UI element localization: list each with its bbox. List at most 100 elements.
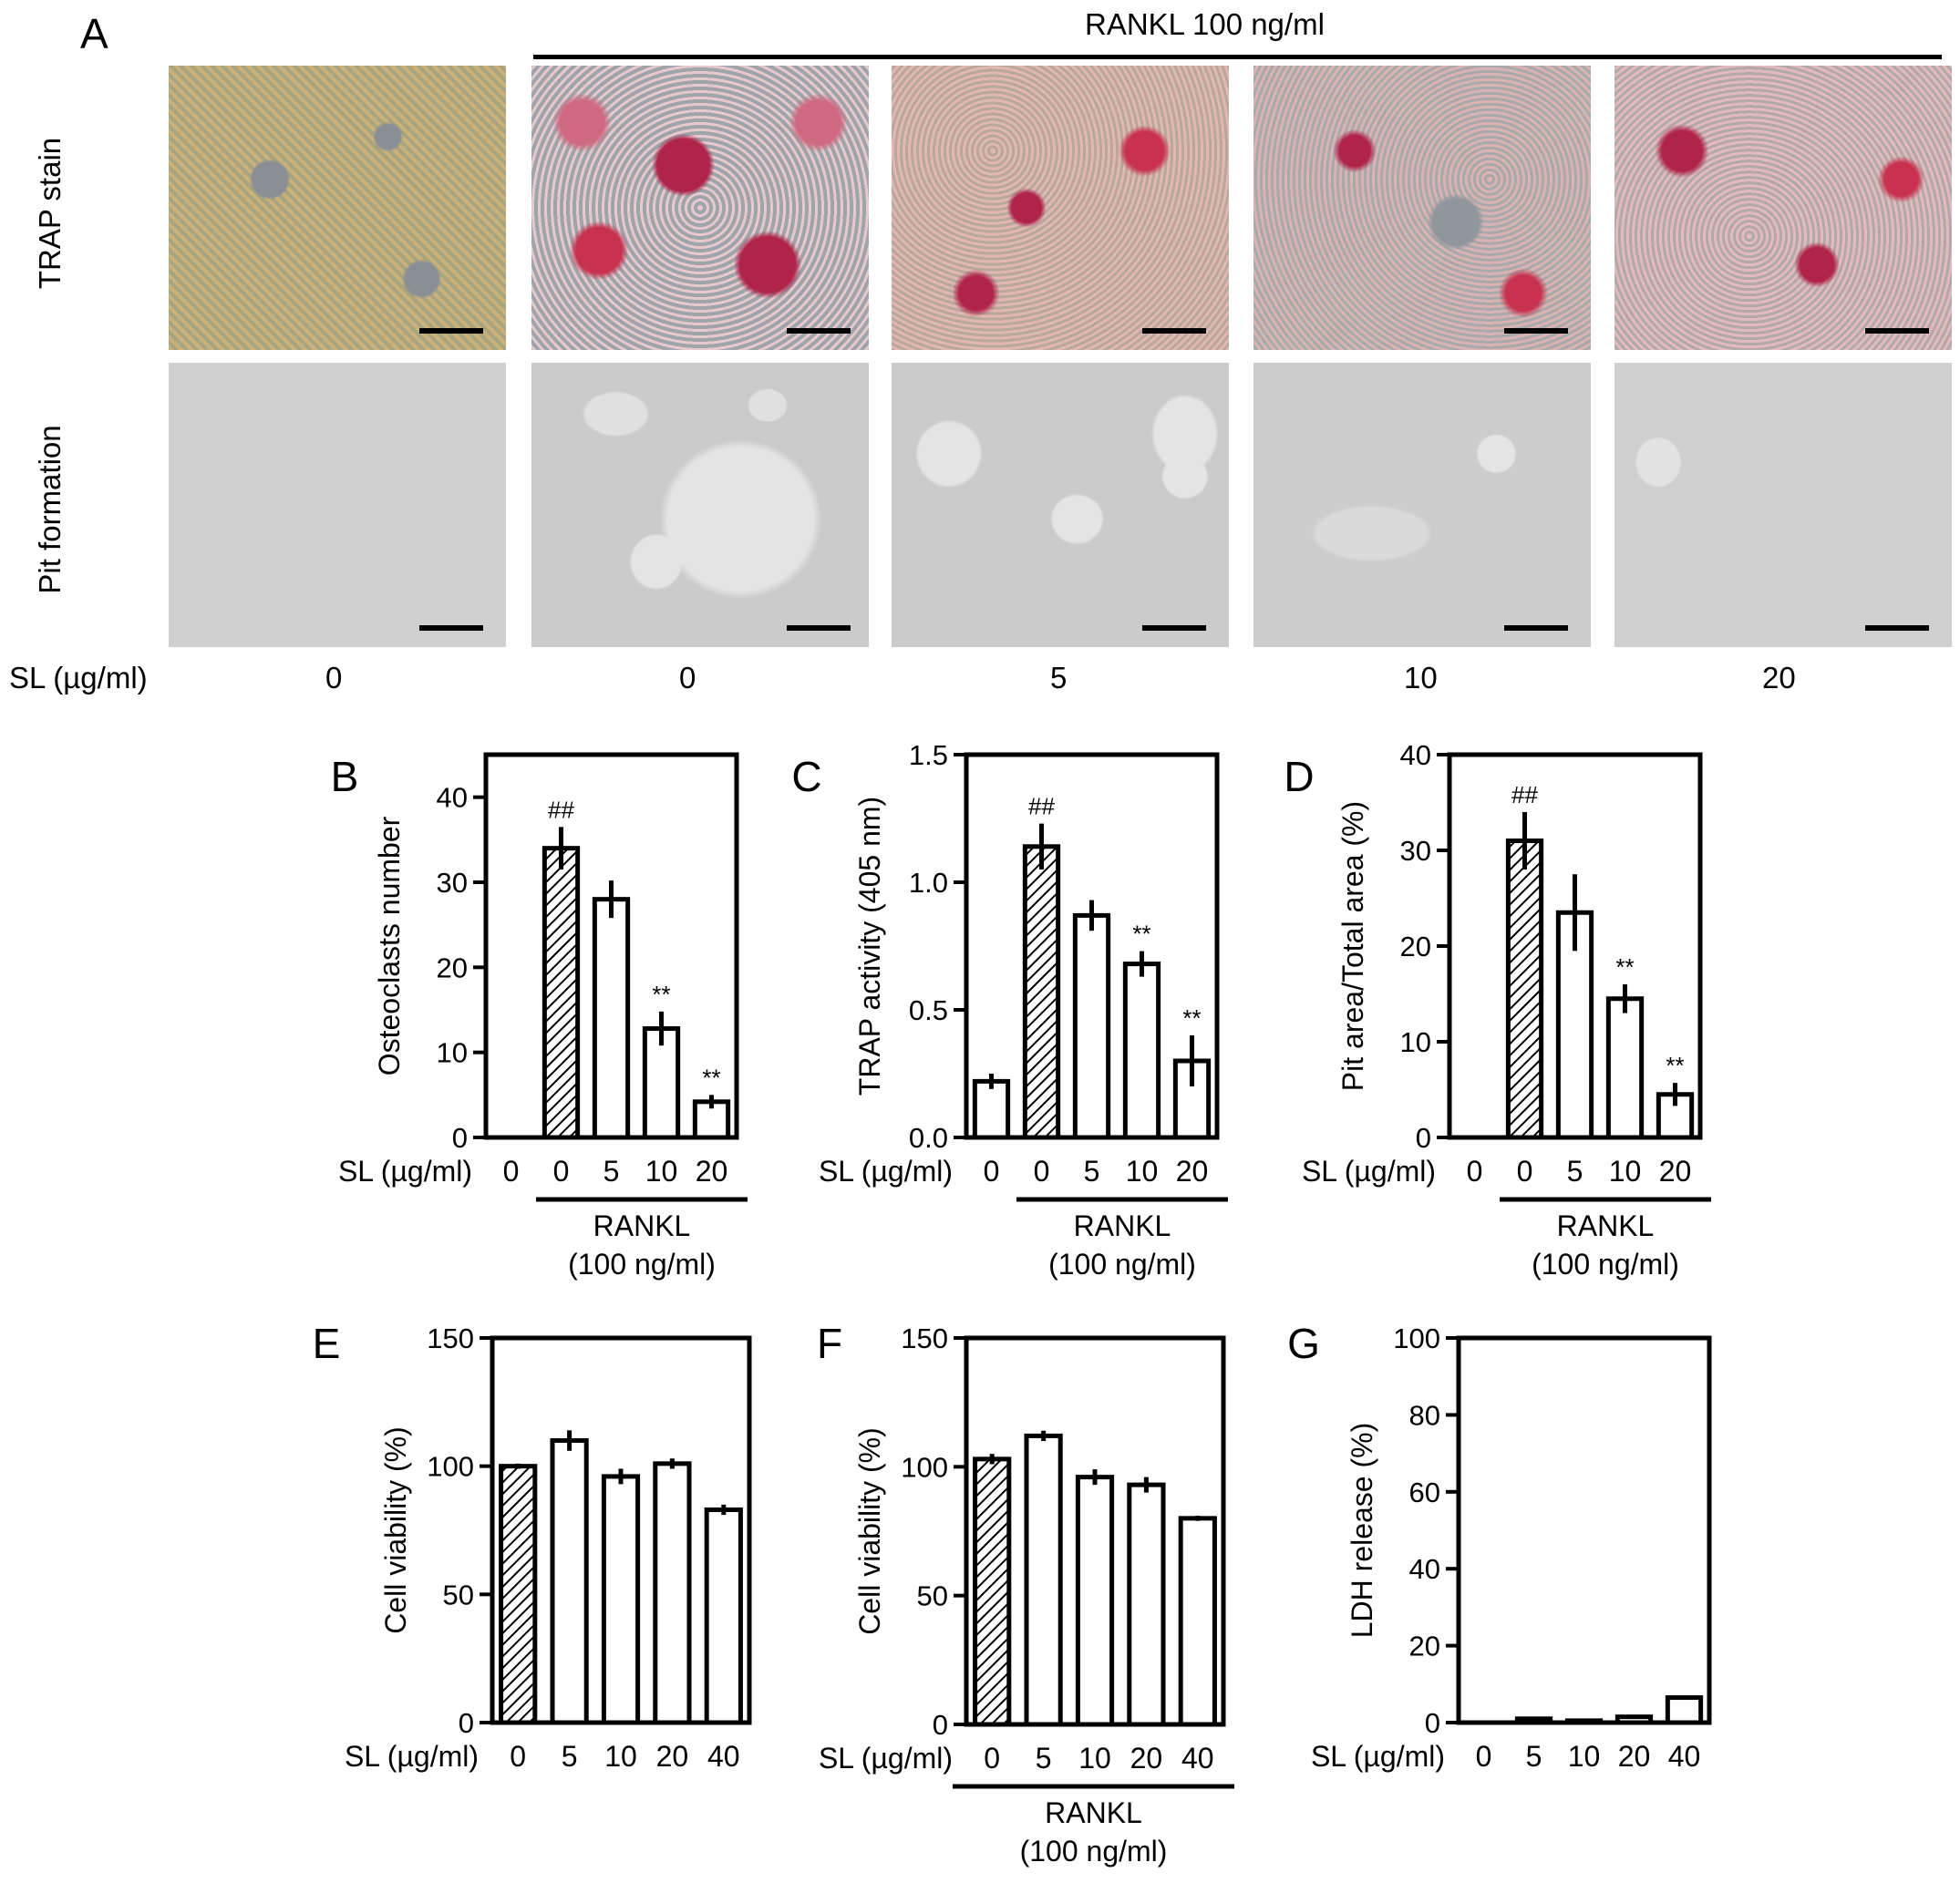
panel-c-ylabel: TRAP activity (405 nm) xyxy=(853,797,886,1096)
trap-image-sl-5 xyxy=(892,66,1229,350)
panel-b-bar xyxy=(592,897,631,1140)
panel-c-group-sublabel: (100 ng/ml) xyxy=(1048,1248,1196,1281)
panel-b-significance-mark: ## xyxy=(548,796,574,823)
pit-image-sl-5 xyxy=(892,363,1229,647)
panel-b-significance-mark: ** xyxy=(652,981,670,1008)
panel-f-bar xyxy=(1024,1433,1063,1727)
panel-d-xtick-label: 0 xyxy=(1517,1155,1533,1188)
panel-c-ytick-label: 1.5 xyxy=(909,739,948,771)
panel-f-xtick-label: 0 xyxy=(984,1742,1000,1775)
panel-d-ylabel: Pit area/Total area (%) xyxy=(1336,801,1369,1091)
panel-g-xtick-label: 40 xyxy=(1668,1740,1701,1773)
panel-c-xtick-label: 5 xyxy=(1084,1155,1100,1188)
panel-e-bar xyxy=(499,1464,538,1725)
panel-d-xtick-label: 20 xyxy=(1659,1155,1692,1188)
rankl-header-line xyxy=(533,55,1942,59)
pit-image-sl-10 xyxy=(1253,363,1591,647)
panel-d-xlabel: SL (µg/ml) xyxy=(1302,1155,1436,1188)
panel-b-xtick-label: 0 xyxy=(553,1155,570,1188)
panel-d-xtick-label: 0 xyxy=(1467,1155,1483,1188)
panel-c-bar xyxy=(1122,962,1161,1140)
panel-e-bar xyxy=(601,1474,641,1725)
panel-f-xtick-label: 10 xyxy=(1078,1742,1111,1775)
panel-c-bar xyxy=(1072,912,1111,1140)
panel-c-bar xyxy=(972,1078,1011,1140)
panel-c-significance-mark: ** xyxy=(1182,1004,1201,1032)
panel-g-xtick-label: 10 xyxy=(1568,1740,1601,1773)
panel-e-xtick-label: 10 xyxy=(604,1740,637,1773)
panel-c-bar xyxy=(1022,844,1061,1140)
panel-f-bar xyxy=(1075,1475,1115,1727)
panel-e-bar xyxy=(653,1461,692,1725)
panel-c-ytick-label: 0.5 xyxy=(909,994,948,1026)
pit-image-control xyxy=(169,363,506,647)
panel-c-xtick-label: 20 xyxy=(1176,1155,1209,1188)
panel-f-bar xyxy=(973,1456,1012,1727)
panel-d-ytick-label: 0 xyxy=(1416,1122,1431,1154)
pit-image-rankl xyxy=(531,363,869,647)
pit-image-sl-20 xyxy=(1614,363,1952,647)
panel-f-xlabel: SL (µg/ml) xyxy=(819,1742,953,1775)
panel-b-ytick-label: 20 xyxy=(437,952,468,983)
panel-a-condition-2: 0 xyxy=(679,661,696,695)
panel-b-bar xyxy=(642,1026,681,1140)
panel-f-group-sublabel: (100 ng/ml) xyxy=(1020,1835,1168,1868)
panel-f-xtick-label: 5 xyxy=(1036,1742,1052,1775)
panel-d-ytick-label: 10 xyxy=(1400,1026,1431,1058)
trap-image-sl-10 xyxy=(1253,66,1591,350)
panel-c-ytick-label: 0.0 xyxy=(909,1122,948,1154)
panel-e-ytick-label: 50 xyxy=(443,1579,474,1610)
panel-a-condition-5: 20 xyxy=(1762,661,1796,695)
panel-a-condition-1: 0 xyxy=(325,661,343,695)
panel-g-bar xyxy=(1665,1695,1704,1725)
panel-g-ylabel: LDH release (%) xyxy=(1346,1423,1378,1639)
panel-g-xtick-label: 5 xyxy=(1526,1740,1542,1773)
panel-b-ylabel: Osteoclasts number xyxy=(373,816,406,1075)
panel-d-bar xyxy=(1605,996,1645,1140)
panel-e-xtick-label: 40 xyxy=(707,1740,740,1773)
panel-e-letter: E xyxy=(313,1320,341,1367)
panel-e-ytick-label: 100 xyxy=(427,1451,474,1483)
panel-g-xtick-label: 20 xyxy=(1618,1740,1651,1773)
panel-f-group-label: RANKL xyxy=(1045,1796,1142,1829)
panel-a-condition-3: 5 xyxy=(1050,661,1068,695)
panel-d-xtick-label: 10 xyxy=(1609,1155,1642,1188)
panel-f-ytick-label: 100 xyxy=(901,1451,948,1483)
panel-g-axes-frame xyxy=(1456,1335,1712,1725)
panel-e-xlabel: SL (µg/ml) xyxy=(345,1740,479,1773)
panel-c-group-label: RANKL xyxy=(1074,1209,1171,1242)
panel-f-ytick-label: 50 xyxy=(917,1580,948,1612)
panel-g-xtick-label: 0 xyxy=(1476,1740,1492,1773)
panel-d-significance-mark: ## xyxy=(1511,781,1538,808)
panel-d-ytick-label: 20 xyxy=(1400,931,1431,962)
panel-g-ytick-label: 0 xyxy=(1425,1707,1440,1739)
panel-g-ytick-label: 80 xyxy=(1409,1399,1440,1431)
rankl-header: RANKL 100 ng/ml xyxy=(1085,7,1325,41)
panel-f-ylabel: Cell viability (%) xyxy=(853,1427,886,1635)
panel-e-ylabel: Cell viability (%) xyxy=(379,1426,412,1634)
panel-b-ytick-label: 30 xyxy=(437,867,468,899)
panel-f-bar xyxy=(1178,1516,1217,1727)
panel-c-significance-mark: ## xyxy=(1028,793,1055,820)
panel-b-ytick-label: 0 xyxy=(452,1122,468,1154)
panel-d-xtick-label: 5 xyxy=(1567,1155,1583,1188)
panel-d-letter: D xyxy=(1284,753,1314,800)
panel-b-xtick-label: 5 xyxy=(603,1155,620,1188)
panel-g-xlabel: SL (µg/ml) xyxy=(1311,1740,1445,1773)
panel-e-bar xyxy=(550,1438,589,1725)
panel-d-ytick-label: 30 xyxy=(1400,835,1431,867)
panel-c-xtick-label: 0 xyxy=(1034,1155,1050,1188)
panel-b-xtick-label: 0 xyxy=(503,1155,520,1188)
panel-d-ytick-label: 40 xyxy=(1400,739,1431,771)
panel-f-xtick-label: 20 xyxy=(1130,1742,1163,1775)
panel-d-significance-mark: ** xyxy=(1666,1052,1684,1079)
panel-d-group-label: RANKL xyxy=(1557,1209,1655,1242)
panel-c-xtick-label: 0 xyxy=(984,1155,1000,1188)
panel-e-xtick-label: 20 xyxy=(656,1740,689,1773)
panel-e-xtick-label: 0 xyxy=(510,1740,526,1773)
panel-d-significance-mark: ** xyxy=(1615,953,1634,981)
panel-a-sl-label: SL (µg/ml) xyxy=(9,661,148,695)
panel-f-ytick-label: 0 xyxy=(933,1709,948,1741)
panel-b-ytick-label: 40 xyxy=(437,782,468,814)
